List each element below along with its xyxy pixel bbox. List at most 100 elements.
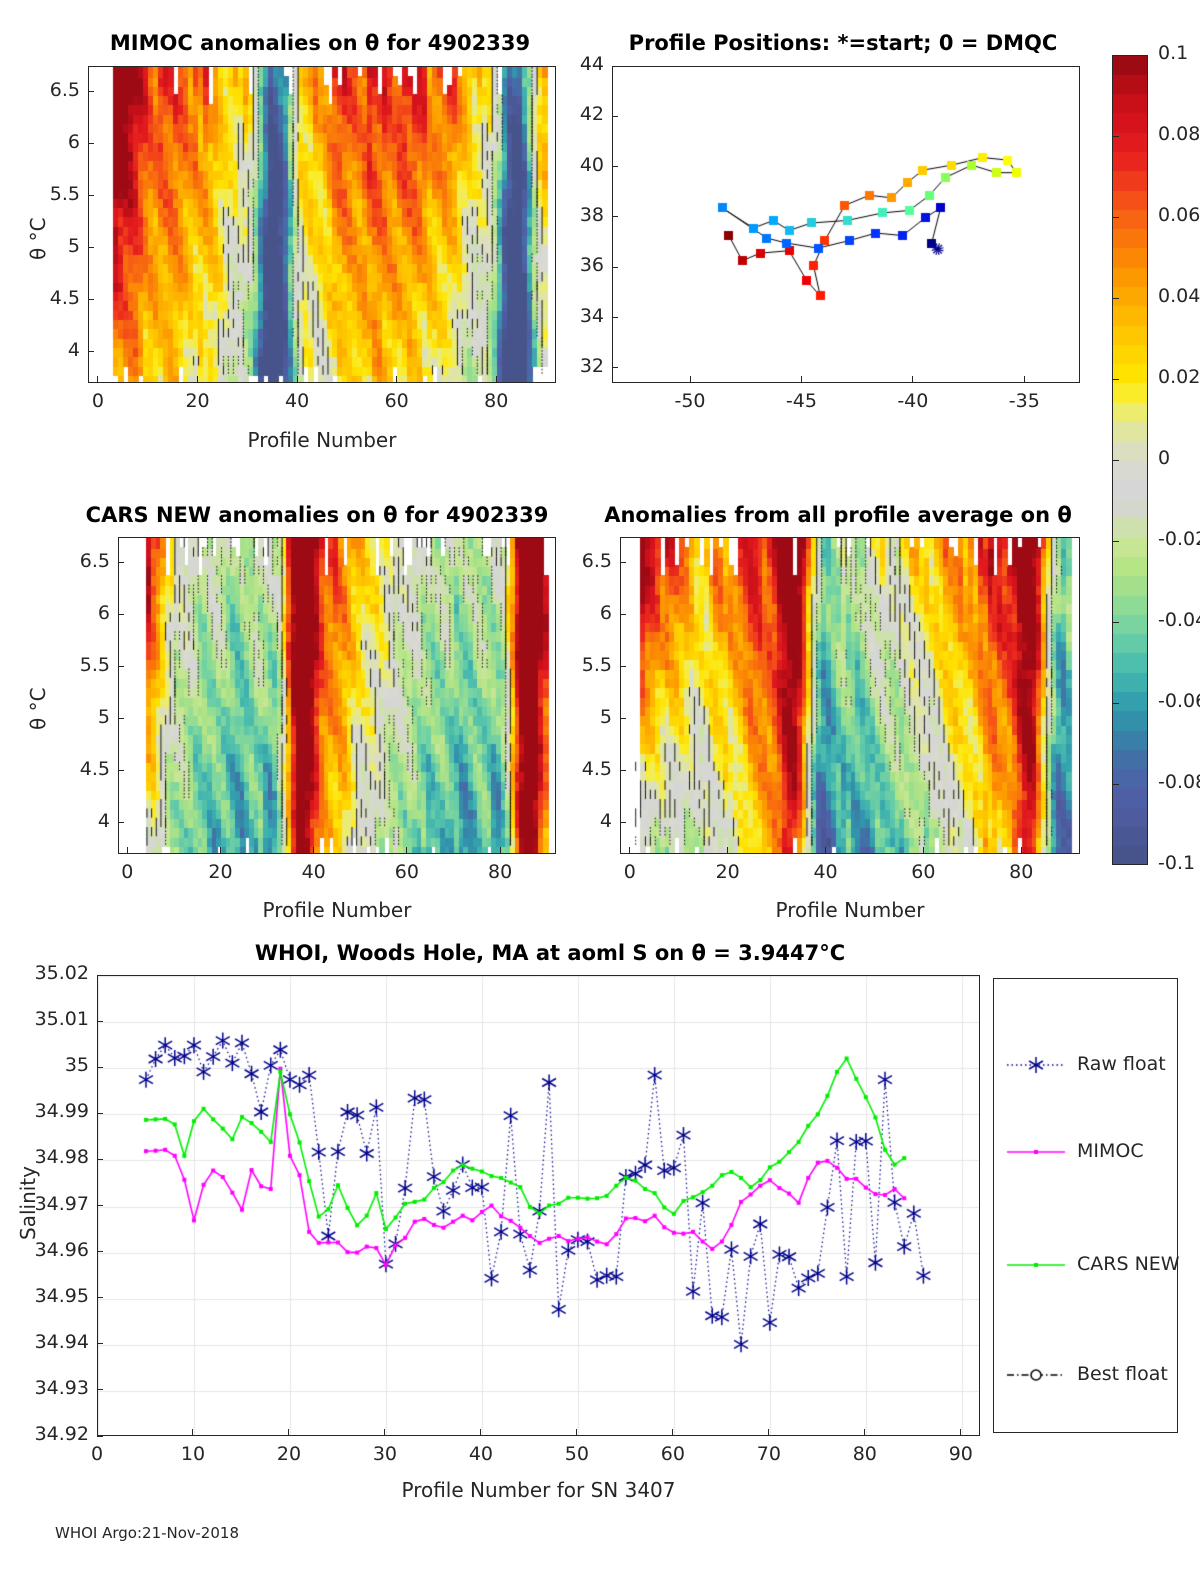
mimoc-xtick-label-1: 20: [185, 390, 210, 412]
mimoc-ytick-mark-0: [88, 351, 94, 353]
salinity-timeseries-axes: [97, 975, 980, 1436]
mimoc-xtick-mark-1: [197, 376, 199, 382]
colorbar-tick-mark-7: [1112, 621, 1119, 623]
allavg-xtick-mark-1: [727, 847, 729, 853]
figure-footer: WHOI Argo:21-Nov-2018: [55, 1524, 239, 1542]
cars-ytick-mark-2: [118, 718, 124, 720]
salinity-xtick-label-7: 70: [756, 1443, 781, 1465]
legend-label-3: Best float: [1077, 1363, 1168, 1385]
cars-xtick-mark-2: [313, 847, 315, 853]
salinity-xtick-mark-0: [96, 1429, 98, 1435]
cars-ytick-label-5: 6.5: [79, 549, 110, 572]
salinity-ytick-label-3: 34.95: [34, 1284, 89, 1307]
allavg-xtick-mark-2: [825, 847, 827, 853]
colorbar-tick-mark-8: [1112, 702, 1119, 704]
allavg-xtick-mark-0: [629, 847, 631, 853]
salinity-xtick-mark-9: [960, 1429, 962, 1435]
salinity-ytick-mark-10: [97, 974, 103, 976]
mimoc-ytick-label-4: 6: [67, 130, 80, 153]
allavg-anomaly-axes: [620, 537, 1080, 854]
positions-ytick-mark-4: [612, 166, 618, 168]
salinity-panel-title: WHOI, Woods Hole, MA at aoml S on θ = 3.…: [254, 941, 846, 965]
mimoc-xtick-mark-3: [396, 376, 398, 382]
legend-item-raw-float[interactable]: Raw float: [1005, 1051, 1170, 1079]
allavg-ytick-label-1: 4.5: [581, 757, 612, 780]
positions-ytick-label-1: 34: [579, 304, 604, 327]
legend-sample-2: [1005, 1251, 1067, 1279]
mimoc-ytick-mark-4: [88, 143, 94, 145]
cars-panel-title: CARS NEW anomalies on θ for 4902339: [85, 503, 549, 527]
salinity-xtick-mark-2: [288, 1429, 290, 1435]
mimoc-xtick-mark-4: [495, 376, 497, 382]
mimoc-xtick-label-4: 80: [484, 390, 509, 412]
colorbar-tick-label-1: 0.08: [1158, 123, 1200, 145]
mimoc-anomaly-axes: [88, 66, 556, 383]
salinity-ytick-mark-3: [97, 1297, 103, 1299]
cars-xtick-mark-1: [220, 847, 221, 853]
salinity-xtick-label-6: 60: [660, 1443, 685, 1465]
legend-item-best-float[interactable]: Best float: [1005, 1361, 1170, 1389]
cars-xtick-label-2: 40: [301, 861, 326, 883]
cars-xtick-mark-4: [499, 847, 501, 853]
salinity-ytick-label-5: 34.97: [34, 1192, 89, 1215]
legend-sample-1: [1005, 1138, 1067, 1166]
positions-ytick-mark-5: [612, 115, 618, 117]
positions-ytick-mark-3: [612, 216, 618, 218]
legend-sample-0: [1005, 1051, 1067, 1079]
positions-xtick-label-2: -40: [897, 390, 929, 412]
salinity-xtick-mark-6: [672, 1429, 674, 1435]
allavg-xtick-label-3: 60: [911, 861, 936, 883]
mimoc-xtick-mark-2: [296, 376, 298, 382]
salinity-ytick-label-8: 35: [64, 1054, 89, 1077]
allavg-ytick-label-0: 4: [599, 809, 612, 832]
positions-ytick-label-6: 44: [579, 53, 604, 75]
colorbar-tick-label-3: 0.04: [1158, 285, 1200, 307]
legend-label-0: Raw float: [1077, 1053, 1166, 1075]
salinity-ytick-label-9: 35.01: [34, 1008, 89, 1031]
colorbar-tick-label-10: -0.1: [1158, 852, 1196, 874]
salinity-ytick-label-0: 34.92: [34, 1423, 89, 1445]
cars-ytick-mark-0: [118, 822, 124, 824]
colorbar-tick-label-9: -0.08: [1158, 771, 1200, 793]
cars-ytick-mark-5: [118, 562, 124, 564]
legend-item-mimoc[interactable]: MIMOC: [1005, 1138, 1170, 1166]
mimoc-panel-title: MIMOC anomalies on θ for 4902339: [109, 31, 531, 55]
salinity-ytick-mark-9: [97, 1020, 103, 1022]
salinity-ytick-mark-0: [97, 1435, 103, 1437]
positions-xtick-label-1: -45: [785, 390, 817, 412]
mimoc-x-axis-label: Profile Number: [247, 428, 397, 452]
positions-ytick-label-0: 32: [579, 354, 604, 377]
salinity-xtick-mark-5: [576, 1429, 578, 1435]
salinity-xtick-label-1: 10: [180, 1443, 206, 1465]
salinity-xtick-mark-1: [192, 1429, 194, 1435]
mimoc-ytick-label-2: 5: [67, 234, 80, 257]
salinity-xtick-label-4: 40: [468, 1443, 493, 1465]
positions-xtick-label-0: -50: [674, 390, 706, 412]
salinity-ytick-mark-6: [97, 1158, 103, 1160]
colorbar-tick-mark-9: [1112, 783, 1119, 785]
cars-xtick-mark-3: [406, 847, 408, 853]
cars-ytick-label-4: 6: [97, 601, 110, 624]
colorbar-tick-label-6: -0.02: [1158, 528, 1200, 550]
legend-label-1: MIMOC: [1077, 1140, 1144, 1162]
salinity-x-axis-label: Profile Number for SN 3407: [401, 1478, 676, 1502]
mimoc-ytick-label-3: 5.5: [49, 182, 80, 205]
mimoc-xtick-mark-0: [97, 376, 99, 382]
allavg-ytick-mark-1: [620, 770, 626, 772]
colorbar-tick-label-8: -0.06: [1158, 690, 1200, 712]
mimoc-ytick-mark-5: [88, 91, 94, 93]
salinity-xtick-label-9: 90: [948, 1443, 973, 1465]
allavg-xtick-label-0: 0: [623, 861, 636, 883]
positions-xtick-label-3: -35: [1008, 390, 1040, 412]
salinity-ytick-mark-2: [97, 1343, 103, 1345]
mimoc-ytick-label-1: 4.5: [49, 286, 80, 309]
mimoc-ytick-mark-2: [88, 247, 94, 249]
cars-xtick-label-0: 0: [121, 861, 134, 883]
colorbar-tick-mark-4: [1112, 378, 1119, 380]
salinity-ytick-mark-4: [97, 1251, 103, 1253]
allavg-ytick-label-2: 5: [599, 705, 612, 728]
legend-item-cars-new[interactable]: CARS NEW: [1005, 1251, 1180, 1279]
salinity-ytick-label-6: 34.98: [34, 1146, 89, 1169]
cars-ytick-label-1: 4.5: [79, 757, 110, 780]
